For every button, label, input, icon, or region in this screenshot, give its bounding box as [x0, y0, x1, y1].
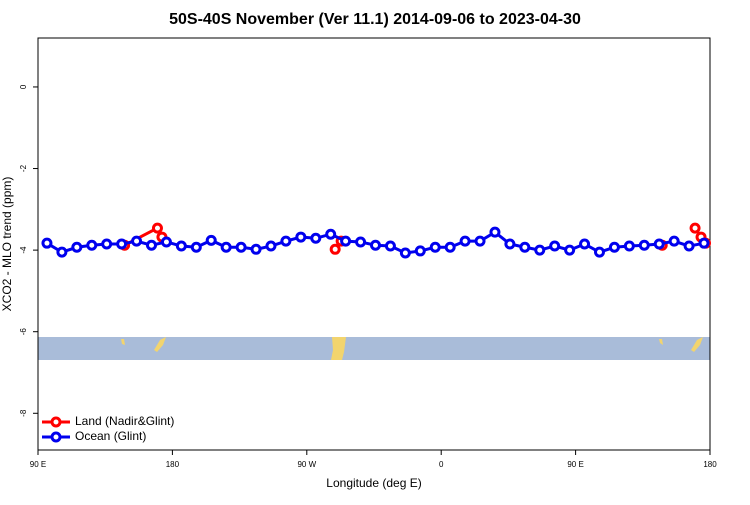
legend-label: Ocean (Glint)	[75, 429, 146, 443]
data-point	[459, 235, 471, 247]
data-point	[325, 228, 337, 240]
data-point	[340, 235, 352, 247]
data-point	[280, 235, 292, 247]
data-point	[579, 238, 591, 250]
data-point	[116, 238, 128, 250]
data-point	[86, 239, 98, 251]
data-point	[399, 247, 411, 259]
data-point	[175, 240, 187, 252]
data-point	[205, 234, 217, 246]
x-tick-label: 180	[703, 460, 717, 469]
x-axis-label: Longitude (deg E)	[326, 476, 421, 490]
data-point	[265, 240, 277, 252]
data-point	[250, 243, 262, 255]
data-point	[56, 246, 68, 258]
y-tick-label: -6	[19, 328, 28, 336]
data-point	[564, 244, 576, 256]
data-point	[220, 241, 232, 253]
y-tick-label: -8	[19, 409, 28, 417]
data-point	[429, 241, 441, 253]
data-point	[474, 235, 486, 247]
data-point	[444, 241, 456, 253]
data-point	[623, 240, 635, 252]
data-point	[519, 241, 531, 253]
data-point	[295, 231, 307, 243]
data-point	[549, 240, 561, 252]
legend-label: Land (Nadir&Glint)	[75, 414, 174, 428]
data-point	[414, 245, 426, 257]
y-tick-label: -2	[19, 164, 28, 172]
data-point	[41, 237, 53, 249]
chart-title: 50S-40S November (Ver 11.1) 2014-09-06 t…	[169, 11, 581, 28]
legend-swatch	[50, 416, 62, 428]
x-tick-label: 90 W	[297, 460, 316, 469]
data-point	[71, 241, 83, 253]
data-point	[689, 222, 701, 234]
map-strip	[38, 337, 710, 360]
data-point	[638, 239, 650, 251]
x-tick-label: 0	[439, 460, 444, 469]
data-point	[698, 237, 710, 249]
data-point	[534, 244, 546, 256]
data-point	[683, 240, 695, 252]
data-point	[384, 240, 396, 252]
data-point	[160, 236, 172, 248]
y-tick-label: 0	[19, 84, 28, 89]
data-point	[653, 238, 665, 250]
x-tick-label: 90 E	[30, 460, 46, 469]
data-point	[190, 241, 202, 253]
x-tick-label: 180	[166, 460, 180, 469]
x-tick-label: 90 E	[567, 460, 583, 469]
data-point	[151, 222, 163, 234]
data-point	[235, 241, 247, 253]
legend: Land (Nadir&Glint) Ocean (Glint)	[42, 414, 174, 443]
legend-swatch	[50, 431, 62, 443]
y-axis-label: XCO2 - MLO trend (ppm)	[0, 177, 14, 312]
data-point	[145, 239, 157, 251]
data-point	[355, 236, 367, 248]
data-point	[369, 239, 381, 251]
data-point	[131, 235, 143, 247]
data-point	[668, 235, 680, 247]
y-tick-label: -4	[19, 246, 28, 254]
data-point	[489, 226, 501, 238]
data-point	[101, 238, 113, 250]
data-point	[329, 243, 341, 255]
data-point	[593, 246, 605, 258]
data-point	[608, 241, 620, 253]
data-point	[504, 238, 516, 250]
data-point	[310, 232, 322, 244]
